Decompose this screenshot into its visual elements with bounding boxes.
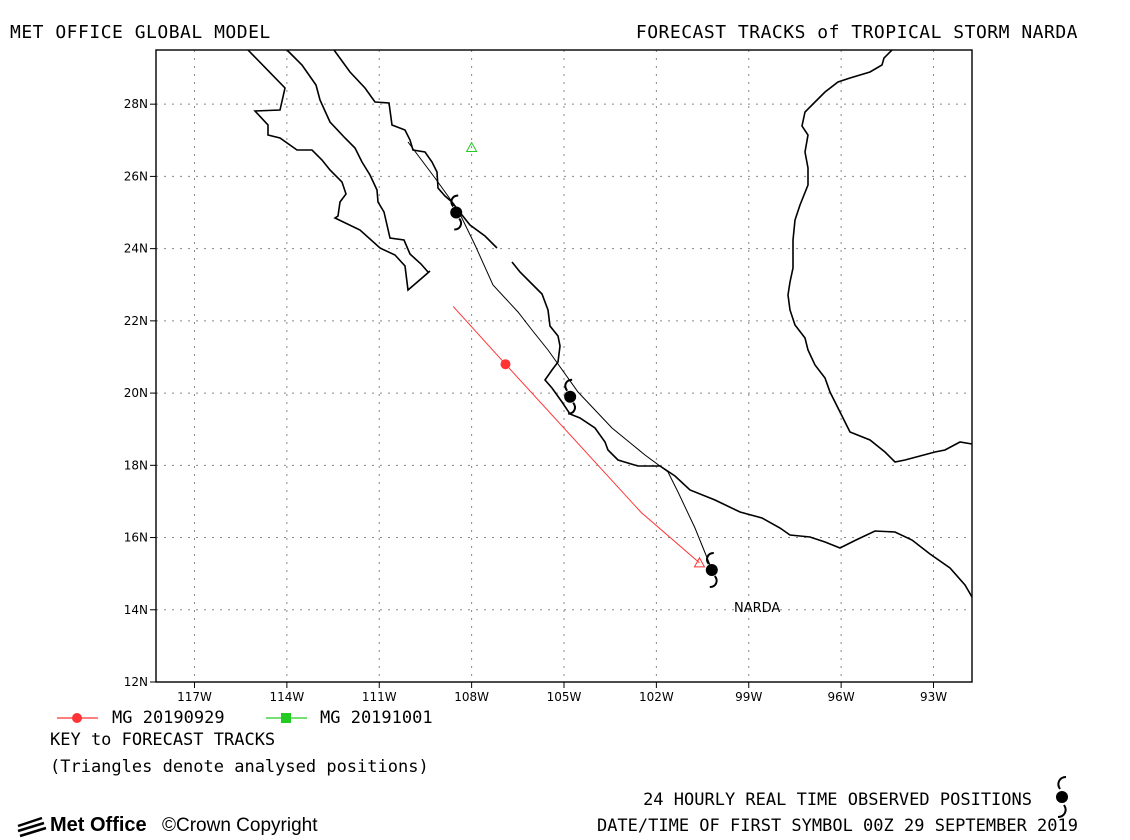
- coastline-baja-east: [286, 49, 429, 273]
- grid-lines: [156, 50, 972, 682]
- legend-triangles-note: (Triangles denote analysed positions): [50, 757, 429, 777]
- lon-tick-label: 114W: [269, 690, 304, 704]
- coastline-baja-west: [247, 49, 431, 292]
- forecast-tracks: [452, 141, 706, 568]
- copyright-icon: ©: [162, 815, 176, 836]
- legend-label-mg-20191001: MG 20191001: [320, 708, 433, 728]
- title-left: MET OFFICE GLOBAL MODEL: [10, 22, 271, 43]
- lat-tick-label: 28N: [124, 97, 148, 111]
- coastline-mainland: [333, 49, 973, 598]
- storm-symbol-icon: [705, 552, 718, 589]
- met-office-logo: Met Office: [18, 814, 147, 837]
- lon-tick-label: 105W: [547, 690, 582, 704]
- storm-symbol-icon: [564, 378, 577, 415]
- coastline-gulf: [787, 49, 973, 463]
- lat-tick-label: 20N: [124, 386, 148, 400]
- lat-tick-label: 12N: [124, 675, 148, 689]
- lon-tick-label: 102W: [639, 690, 674, 704]
- lat-tick-label: 14N: [124, 603, 148, 617]
- title-right: FORECAST TRACKS of TROPICAL STORM NARDA: [635, 22, 1078, 43]
- storm-symbol-icon: [450, 194, 463, 231]
- forecast-marker: [500, 359, 511, 370]
- legend-key-title: KEY to FORECAST TRACKS: [50, 730, 276, 750]
- lon-tick-label: 93W: [920, 690, 947, 704]
- lon-tick-label: 108W: [454, 690, 489, 704]
- analysed-position-triangle: [693, 556, 706, 568]
- copyright-text: Crown Copyright: [176, 815, 318, 836]
- observed-track-line: [407, 141, 711, 566]
- observed-positions-label: 24 HOURLY REAL TIME OBSERVED POSITIONS: [643, 790, 1032, 810]
- logo-text: Met Office: [50, 814, 147, 836]
- legend-marker-mg-20191001: [266, 713, 307, 723]
- copyright: ©Crown Copyright: [162, 815, 318, 837]
- lat-tick-label: 18N: [124, 458, 148, 472]
- lon-tick-label: 96W: [828, 690, 855, 704]
- first-symbol-date-label: DATE/TIME OF FIRST SYMBOL 00Z 29 SEPTEMB…: [596, 816, 1078, 836]
- met-office-logo-icon: [17, 816, 47, 838]
- lon-tick-label: 111W: [362, 690, 397, 704]
- lat-tick-label: 22N: [124, 314, 148, 328]
- legend-label-mg-20190929: MG 20190929: [112, 708, 225, 728]
- lon-tick-label: 117W: [177, 690, 212, 704]
- hurricane-symbol-icon: [1056, 776, 1068, 818]
- lat-tick-label: 16N: [124, 531, 148, 545]
- lat-tick-label: 24N: [124, 242, 148, 256]
- axis-labels: 12N 14N 16N 18N 20N 22N 24N 26N 28N 117W 114W 111W 1…: [124, 97, 947, 704]
- lon-tick-label: 99W: [735, 690, 762, 704]
- analysed-position-triangle: [465, 141, 478, 153]
- lat-tick-label: 26N: [124, 169, 148, 183]
- legend-marker-mg-20190929: [57, 713, 98, 723]
- storm-symbols: [450, 194, 718, 589]
- storm-name-label: NARDA: [734, 601, 780, 616]
- coastlines: [247, 49, 973, 598]
- forecast-track-line: [452, 306, 700, 564]
- observed-track: [407, 141, 711, 566]
